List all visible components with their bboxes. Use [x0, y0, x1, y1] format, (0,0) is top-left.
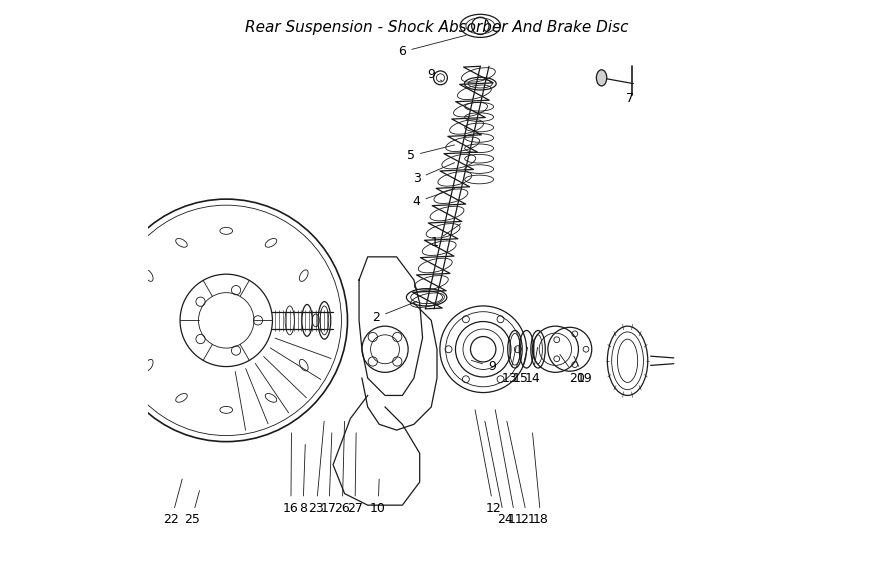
Text: 11: 11 [496, 410, 524, 526]
Text: 22: 22 [163, 479, 182, 526]
Text: 15: 15 [512, 347, 528, 385]
Text: 12: 12 [475, 410, 502, 515]
Text: 21: 21 [507, 422, 536, 526]
Text: 9: 9 [427, 68, 441, 82]
Text: 16: 16 [283, 433, 299, 515]
Text: 9: 9 [471, 360, 496, 373]
Text: 26: 26 [335, 422, 350, 515]
Text: 18: 18 [532, 433, 549, 526]
Text: Rear Suspension - Shock Absorber And Brake Disc: Rear Suspension - Shock Absorber And Bra… [246, 20, 628, 35]
Text: 5: 5 [407, 145, 454, 162]
Text: 4: 4 [413, 188, 454, 209]
Text: 19: 19 [574, 356, 592, 385]
Text: 7: 7 [627, 92, 635, 104]
Text: 3: 3 [413, 163, 454, 185]
Text: 23: 23 [309, 422, 324, 515]
Text: 6: 6 [399, 35, 466, 58]
Text: 13: 13 [502, 347, 517, 385]
Text: 10: 10 [371, 479, 386, 515]
Text: 8: 8 [299, 444, 307, 515]
Text: 14: 14 [524, 347, 540, 385]
Text: 24: 24 [485, 422, 512, 526]
Text: 1: 1 [430, 224, 461, 249]
Ellipse shape [596, 70, 607, 86]
Text: 17: 17 [321, 433, 337, 515]
Text: 25: 25 [184, 490, 199, 526]
Text: 2: 2 [372, 301, 417, 324]
Text: 27: 27 [347, 433, 363, 515]
Text: 20: 20 [560, 354, 585, 385]
